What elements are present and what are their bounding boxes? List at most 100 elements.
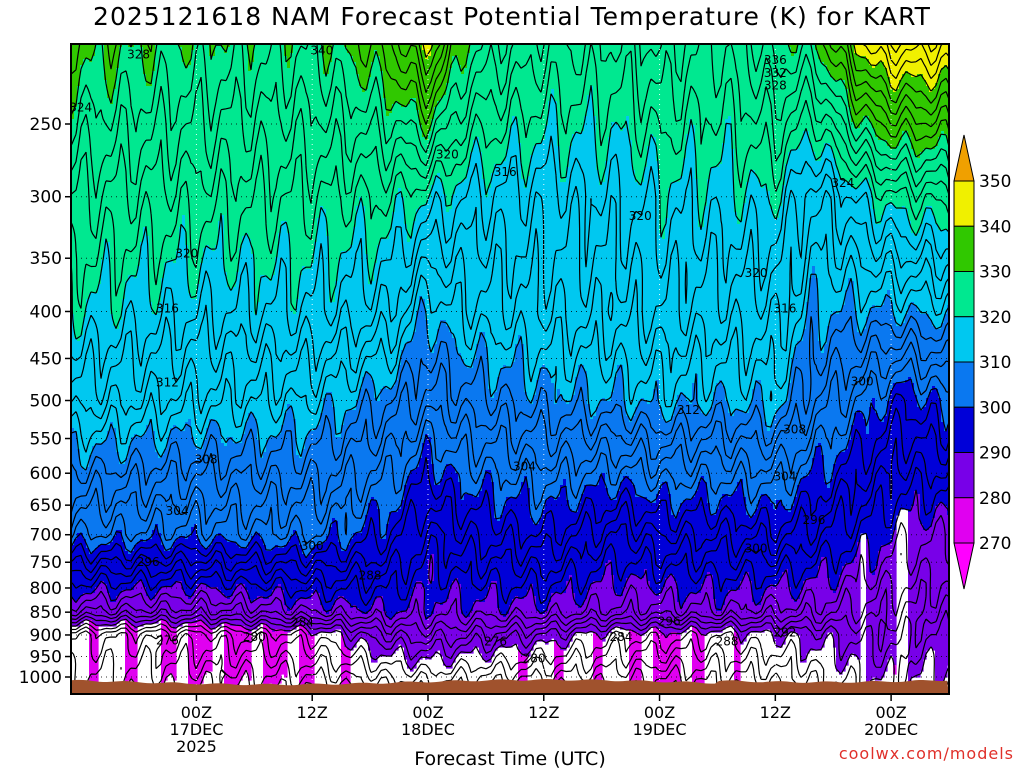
field-cell <box>170 548 174 588</box>
field-cell <box>764 494 768 591</box>
contour-label: 300 <box>745 542 768 556</box>
field-cell <box>464 494 468 618</box>
field-cell <box>500 368 504 516</box>
field-cell <box>617 44 621 126</box>
field-cell <box>791 56 795 150</box>
field-cell <box>827 326 831 489</box>
field-cell <box>806 131 810 303</box>
field-cell <box>137 437 141 543</box>
field-cell <box>821 455 825 558</box>
field-cell <box>326 392 330 537</box>
field-cell <box>599 581 603 639</box>
field-cell <box>560 485 564 594</box>
field-cell <box>806 578 810 654</box>
field-cell <box>221 215 225 444</box>
field-cell <box>140 47 144 243</box>
field-cell <box>239 443 243 549</box>
field-cell <box>407 476 411 609</box>
field-cell <box>308 635 312 684</box>
field-cell <box>227 542 231 600</box>
field-cell <box>422 50 426 138</box>
y-tick-label: 300 <box>30 188 62 208</box>
field-cell <box>524 476 528 597</box>
field-cell <box>665 578 669 639</box>
field-cell <box>890 89 894 150</box>
field-cell <box>71 545 75 600</box>
field-cell <box>548 602 552 642</box>
field-cell <box>137 581 141 627</box>
field-cell <box>200 449 204 546</box>
y-tick-label: 400 <box>30 302 62 322</box>
field-cell <box>485 44 489 198</box>
field-cell <box>227 44 231 48</box>
field-cell <box>500 515 504 615</box>
field-cell <box>467 53 471 168</box>
field-cell <box>674 581 678 633</box>
field-cell <box>812 458 816 579</box>
field-cell <box>344 599 348 648</box>
field-cell <box>524 44 528 189</box>
field-cell <box>668 44 672 189</box>
field-cell <box>899 44 903 81</box>
field-cell <box>251 413 255 537</box>
field-cell <box>398 104 402 189</box>
field-cell <box>314 242 318 429</box>
field-cell <box>470 152 474 369</box>
field-cell <box>314 44 318 243</box>
field-cell <box>257 440 261 534</box>
contour-label: 324 <box>69 101 92 115</box>
field-cell <box>389 620 393 657</box>
field-cell <box>755 509 759 606</box>
field-cell <box>590 44 594 87</box>
x-tick-label: 18DEC <box>401 720 455 739</box>
field-cell <box>698 227 702 408</box>
field-cell <box>221 47 225 216</box>
field-cell <box>713 515 717 600</box>
field-cell <box>371 281 375 381</box>
field-cell <box>494 164 498 393</box>
field-cell <box>482 179 486 333</box>
field-cell <box>368 284 372 375</box>
field-cell <box>698 632 702 687</box>
field-cell <box>188 536 192 600</box>
field-cell <box>491 482 495 582</box>
field-cell <box>797 599 801 636</box>
field-cell <box>329 611 333 633</box>
field-cell <box>710 407 714 516</box>
field-cell <box>224 272 228 447</box>
field-cell <box>734 491 738 591</box>
field-cell <box>179 227 183 432</box>
field-cell <box>95 587 99 627</box>
field-cell <box>608 137 612 402</box>
field-cell <box>113 89 117 327</box>
field-cell <box>467 167 471 369</box>
field-cell <box>806 476 810 579</box>
colorbar-extend-bottom <box>953 542 975 590</box>
field-cell <box>491 581 495 657</box>
field-cell <box>920 524 924 672</box>
field-cell <box>245 548 249 591</box>
field-cell <box>473 44 477 141</box>
field-cell <box>611 392 615 501</box>
field-cell <box>602 575 606 642</box>
chart-title: 2025121618 NAM Forecast Potential Temper… <box>93 2 931 31</box>
field-cell <box>425 59 429 141</box>
field-cell <box>776 44 780 219</box>
field-cell <box>317 44 321 219</box>
field-cell <box>761 401 765 495</box>
field-cell <box>458 584 462 654</box>
field-cell <box>344 647 348 687</box>
field-cell <box>245 590 249 630</box>
field-cell <box>248 44 252 72</box>
field-cell <box>437 485 441 603</box>
field-cell <box>533 44 537 147</box>
field-cell <box>896 89 900 147</box>
field-cell <box>356 533 360 609</box>
field-cell <box>902 44 906 75</box>
field-cell <box>689 119 693 405</box>
field-cell <box>923 80 927 150</box>
field-cell <box>560 395 564 486</box>
field-cell <box>425 140 429 204</box>
field-cell <box>671 416 675 516</box>
field-cell <box>782 506 786 573</box>
